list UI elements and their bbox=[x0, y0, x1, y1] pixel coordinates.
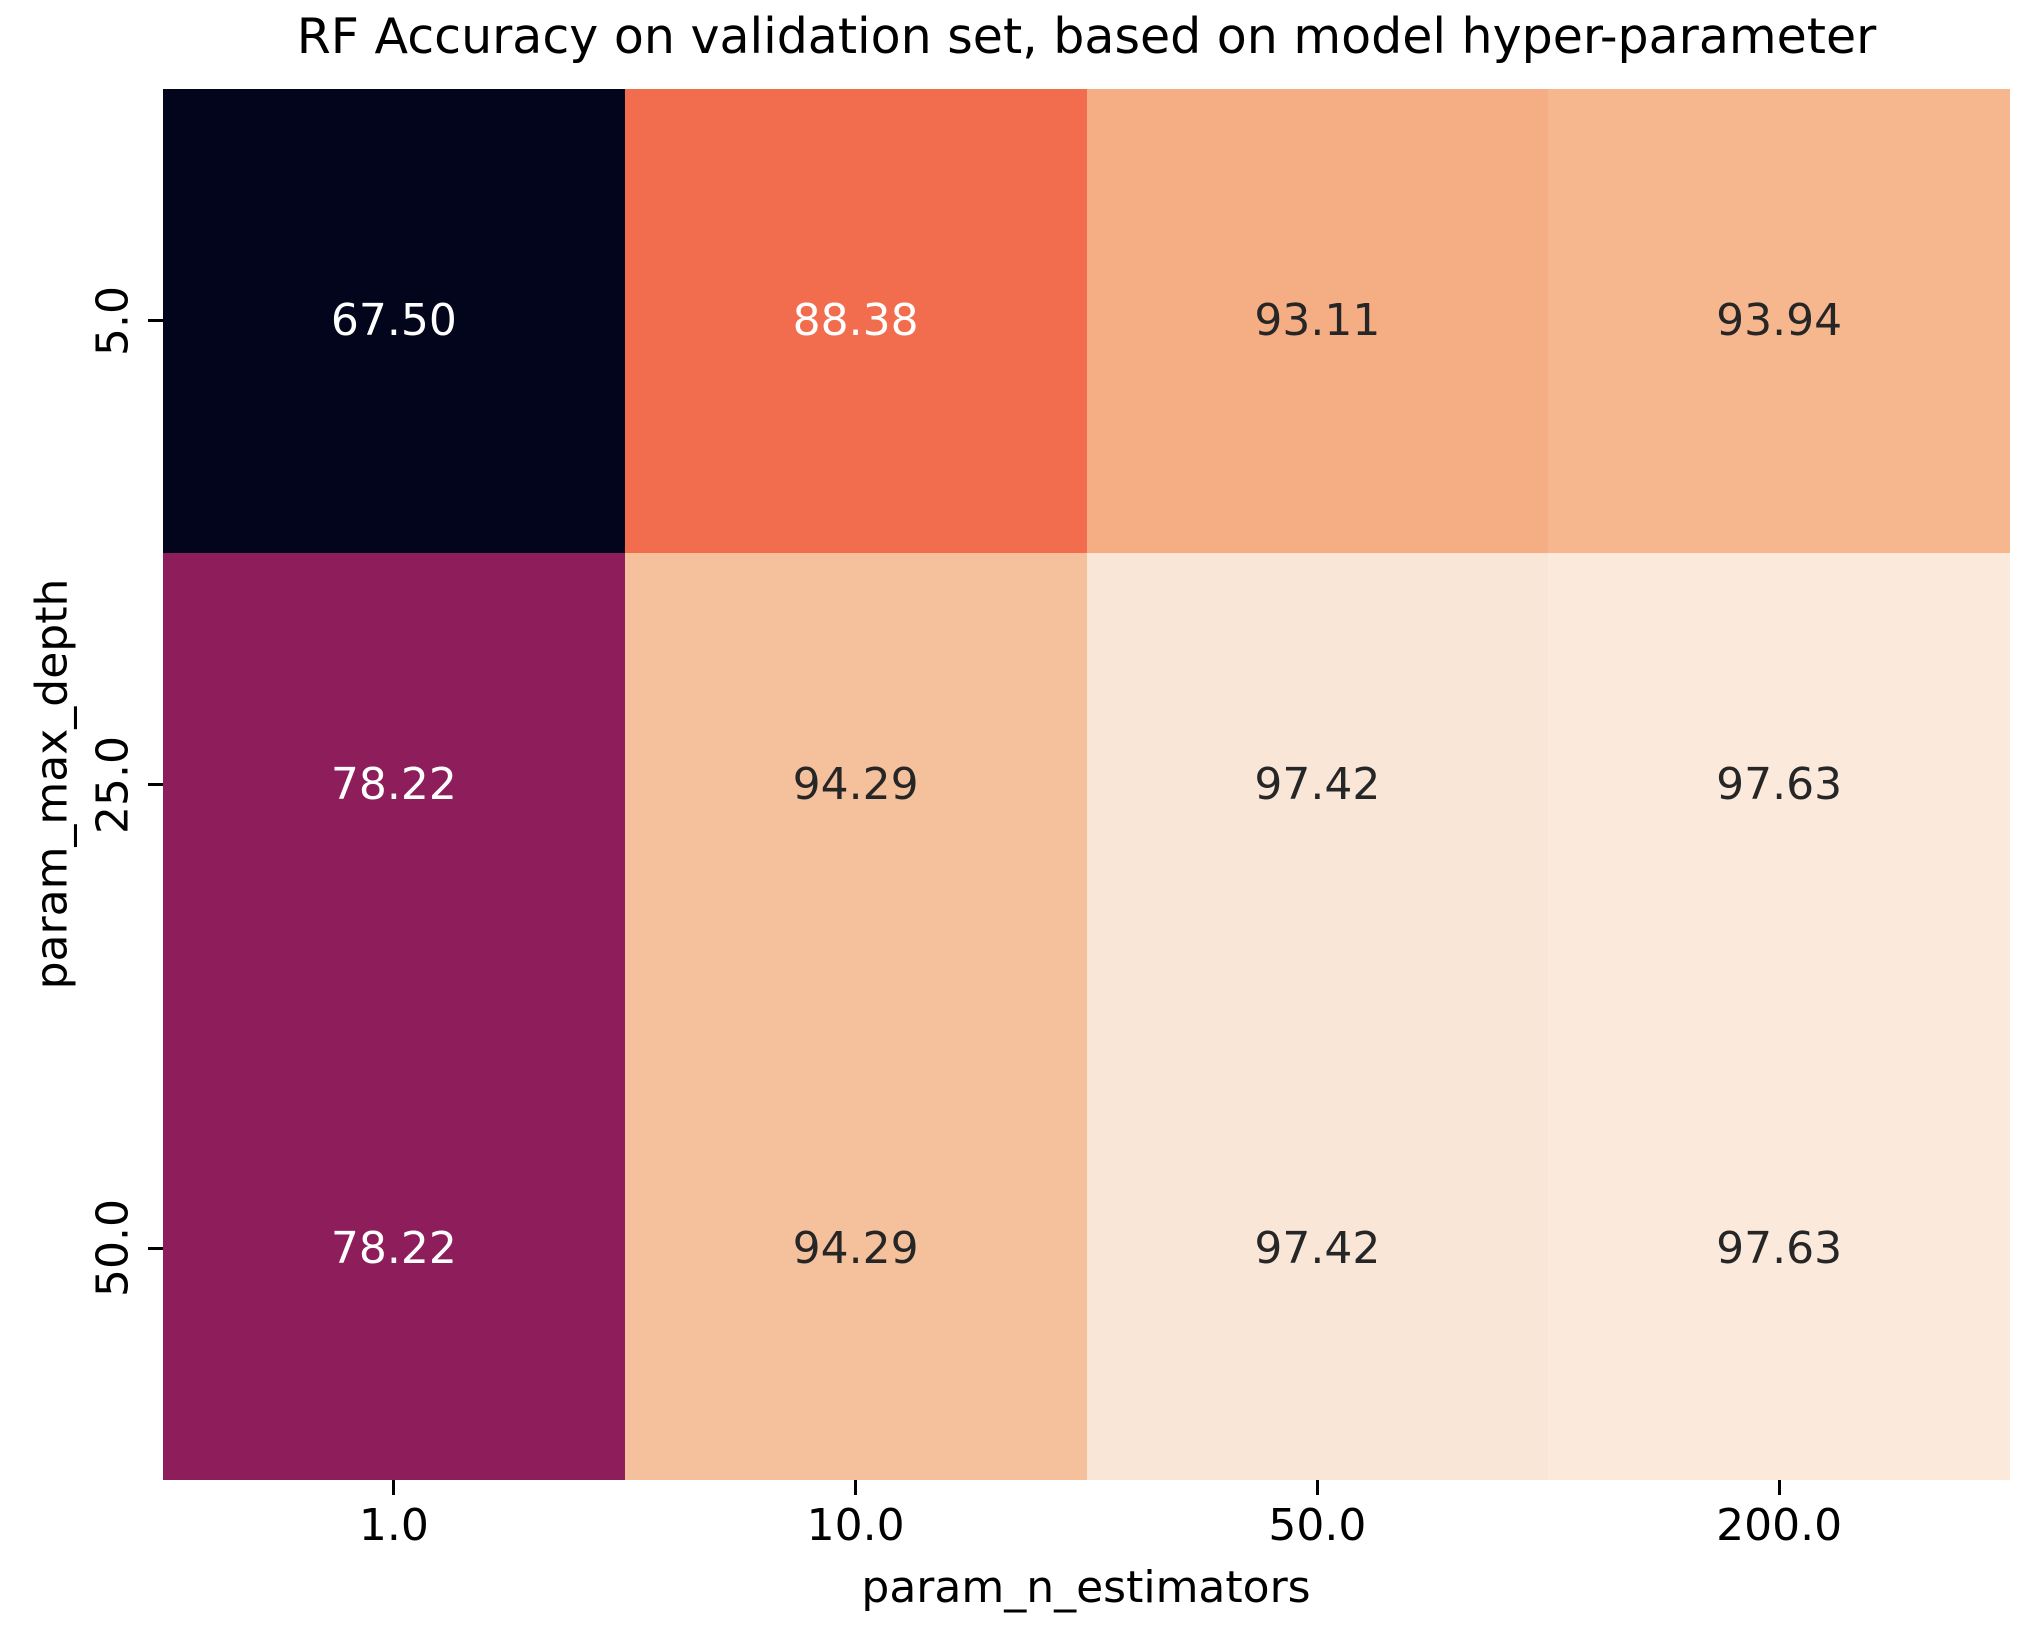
y-tick-mark bbox=[148, 319, 163, 323]
heatmap-cell: 97.42 bbox=[1086, 552, 1549, 1017]
heatmap-cell: 78.22 bbox=[163, 1016, 625, 1480]
heatmap-cell: 93.94 bbox=[1548, 89, 2010, 553]
y-tick-label: 25.0 bbox=[87, 735, 139, 834]
y-axis-label: param_max_depth bbox=[26, 578, 78, 990]
x-tick-mark bbox=[392, 1480, 396, 1495]
heatmap-grid: 67.50 88.38 93.11 93.94 78.22 94.29 97.42 97.63… bbox=[163, 89, 2010, 1480]
x-tick-mark bbox=[1315, 1480, 1319, 1495]
heatmap-cell: 97.63 bbox=[1548, 552, 2010, 1017]
y-tick-label: 5.0 bbox=[87, 285, 139, 356]
heatmap-cell: 88.38 bbox=[624, 89, 1087, 553]
heatmap-cell: 97.42 bbox=[1086, 1016, 1549, 1480]
heatmap-cell: 94.29 bbox=[624, 1016, 1087, 1480]
y-tick-label: 50.0 bbox=[87, 1199, 139, 1298]
x-tick-label: 50.0 bbox=[1268, 1500, 1367, 1551]
x-tick-label: 200.0 bbox=[1716, 1500, 1843, 1551]
x-tick-label: 10.0 bbox=[806, 1500, 905, 1551]
y-tick-mark bbox=[148, 1246, 163, 1250]
heatmap-cell: 97.63 bbox=[1548, 1016, 2010, 1480]
heatmap-cell: 93.11 bbox=[1086, 89, 1549, 553]
x-tick-label: 1.0 bbox=[358, 1500, 429, 1551]
heatmap-cell: 78.22 bbox=[163, 552, 625, 1017]
heatmap-cell: 94.29 bbox=[624, 552, 1087, 1017]
heatmap-cell: 67.50 bbox=[163, 89, 625, 553]
x-axis-label: param_n_estimators bbox=[861, 1562, 1311, 1613]
x-tick-mark bbox=[854, 1480, 858, 1495]
y-tick-mark bbox=[148, 783, 163, 786]
x-tick-mark bbox=[1777, 1480, 1781, 1495]
chart-title: RF Accuracy on validation set, based on … bbox=[296, 8, 1877, 65]
